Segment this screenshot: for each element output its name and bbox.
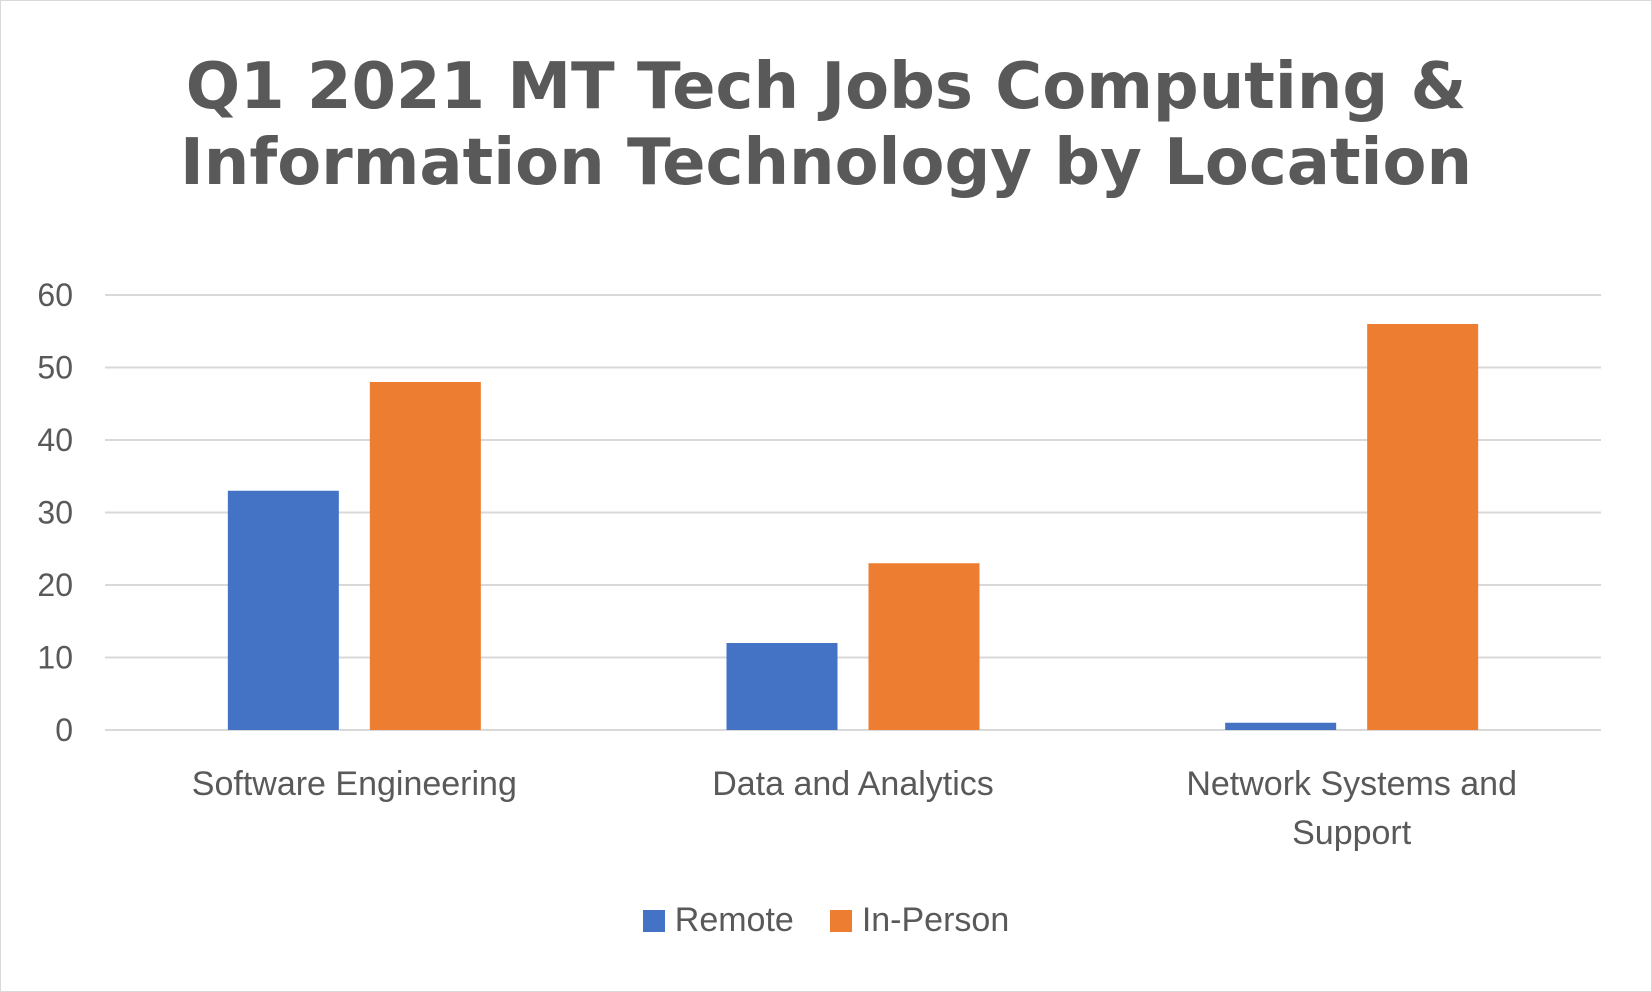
legend: Remote In-Person (1, 901, 1651, 940)
y-tick-label: 60 (37, 277, 73, 313)
chart-title: Q1 2021 MT Tech Jobs Computing & Informa… (1, 49, 1651, 201)
legend-label-remote: Remote (674, 901, 794, 939)
y-tick-label: 10 (37, 640, 73, 676)
y-tick-label: 0 (55, 712, 73, 748)
y-tick-label: 20 (37, 567, 73, 603)
chart-title-line-2: Information Technology by Location (179, 126, 1473, 200)
legend-label-in-person: In-Person (861, 901, 1010, 939)
bar-remote-0 (227, 490, 339, 730)
legend-item-in-person: In-Person (829, 901, 1010, 940)
y-tick-label: 50 (37, 350, 73, 386)
bar-remote-1 (726, 643, 838, 730)
legend-swatch-in-person (829, 909, 852, 932)
legend-item-remote: Remote (642, 901, 794, 940)
x-category-label: Support (1292, 814, 1412, 852)
bar-remote-2 (1225, 722, 1337, 730)
x-category-label: Software Engineering (192, 765, 517, 803)
bar-in-person-2 (1367, 324, 1479, 730)
bar-in-person-0 (369, 382, 481, 730)
legend-swatch-remote (642, 909, 665, 932)
bar-in-person-1 (868, 563, 980, 730)
x-category-label: Data and Analytics (712, 765, 994, 803)
chart-title-line-1: Q1 2021 MT Tech Jobs Computing & (185, 50, 1467, 124)
x-category-label: Network Systems and (1186, 765, 1517, 803)
y-tick-label: 30 (37, 495, 73, 531)
y-tick-label: 40 (37, 422, 73, 458)
